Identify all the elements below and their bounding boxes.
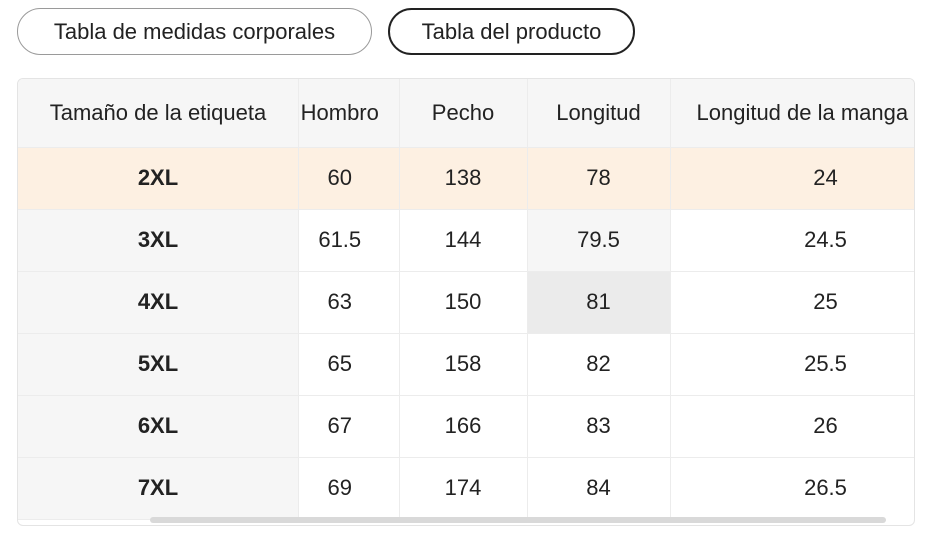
sleeve-cell: 24 <box>670 147 914 210</box>
chest-cell: 158 <box>399 333 528 396</box>
chest-cell: 174 <box>399 457 528 519</box>
tab-product-chart[interactable]: Tabla del producto <box>388 8 635 55</box>
header-tag-size: Tamaño de la etiqueta <box>18 79 299 148</box>
size-chart-tabs: Tabla de medidas corporales Tabla del pr… <box>17 8 635 55</box>
sleeve-cell: 24.5 <box>670 209 914 272</box>
length-cell: 81 <box>527 271 671 334</box>
size-table: Tamaño de la etiqueta 2XL 3XL 4XL 5XL 6X… <box>17 78 915 526</box>
table-row: 61.5 144 79.5 24.5 <box>299 209 914 272</box>
length-cell: 84 <box>527 457 671 519</box>
sleeve-cell: 25.5 <box>670 333 914 396</box>
table-row: 65 158 82 25.5 <box>299 333 914 396</box>
chest-cell: 166 <box>399 395 528 458</box>
shoulder-cell: 67 <box>299 395 400 458</box>
length-cell: 78 <box>527 147 671 210</box>
size-table-scrollable-columns: Hombro Pecho Longitud Longitud de la man… <box>299 79 914 519</box>
table-row: 2XL <box>18 147 299 210</box>
header-length: Longitud <box>527 79 671 148</box>
sleeve-cell: 26.5 <box>670 457 914 519</box>
table-row: 60 138 78 24 <box>299 147 914 210</box>
size-cell: 5XL <box>18 333 299 396</box>
horizontal-scrollbar[interactable] <box>150 517 886 523</box>
table-row: 5XL <box>18 333 299 396</box>
size-table-fixed-column: Tamaño de la etiqueta 2XL 3XL 4XL 5XL 6X… <box>18 79 299 520</box>
shoulder-cell: 60 <box>299 147 400 210</box>
header-shoulder: Hombro <box>299 79 400 148</box>
sleeve-cell: 26 <box>670 395 914 458</box>
size-cell: 2XL <box>18 147 299 210</box>
sleeve-cell: 25 <box>670 271 914 334</box>
shoulder-cell: 69 <box>299 457 400 519</box>
length-cell: 82 <box>527 333 671 396</box>
size-cell: 4XL <box>18 271 299 334</box>
size-cell: 7XL <box>18 457 299 520</box>
length-cell: 79.5 <box>527 209 671 272</box>
table-row: 67 166 83 26 <box>299 395 914 458</box>
length-cell: 83 <box>527 395 671 458</box>
header-sleeve-length: Longitud de la manga <box>670 79 914 148</box>
table-row: 6XL <box>18 395 299 458</box>
table-row: 69 174 84 26.5 <box>299 457 914 519</box>
chest-cell: 144 <box>399 209 528 272</box>
table-row: 7XL <box>18 457 299 520</box>
shoulder-cell: 61.5 <box>299 209 400 272</box>
header-chest: Pecho <box>399 79 528 148</box>
table-scroll-area[interactable]: Hombro Pecho Longitud Longitud de la man… <box>299 79 914 519</box>
size-cell: 6XL <box>18 395 299 458</box>
shoulder-cell: 63 <box>299 271 400 334</box>
size-cell: 3XL <box>18 209 299 272</box>
shoulder-cell: 65 <box>299 333 400 396</box>
chest-cell: 150 <box>399 271 528 334</box>
table-row: 3XL <box>18 209 299 272</box>
tab-body-measurements[interactable]: Tabla de medidas corporales <box>17 8 372 55</box>
table-row: 63 150 81 25 <box>299 271 914 334</box>
chest-cell: 138 <box>399 147 528 210</box>
table-row: 4XL <box>18 271 299 334</box>
